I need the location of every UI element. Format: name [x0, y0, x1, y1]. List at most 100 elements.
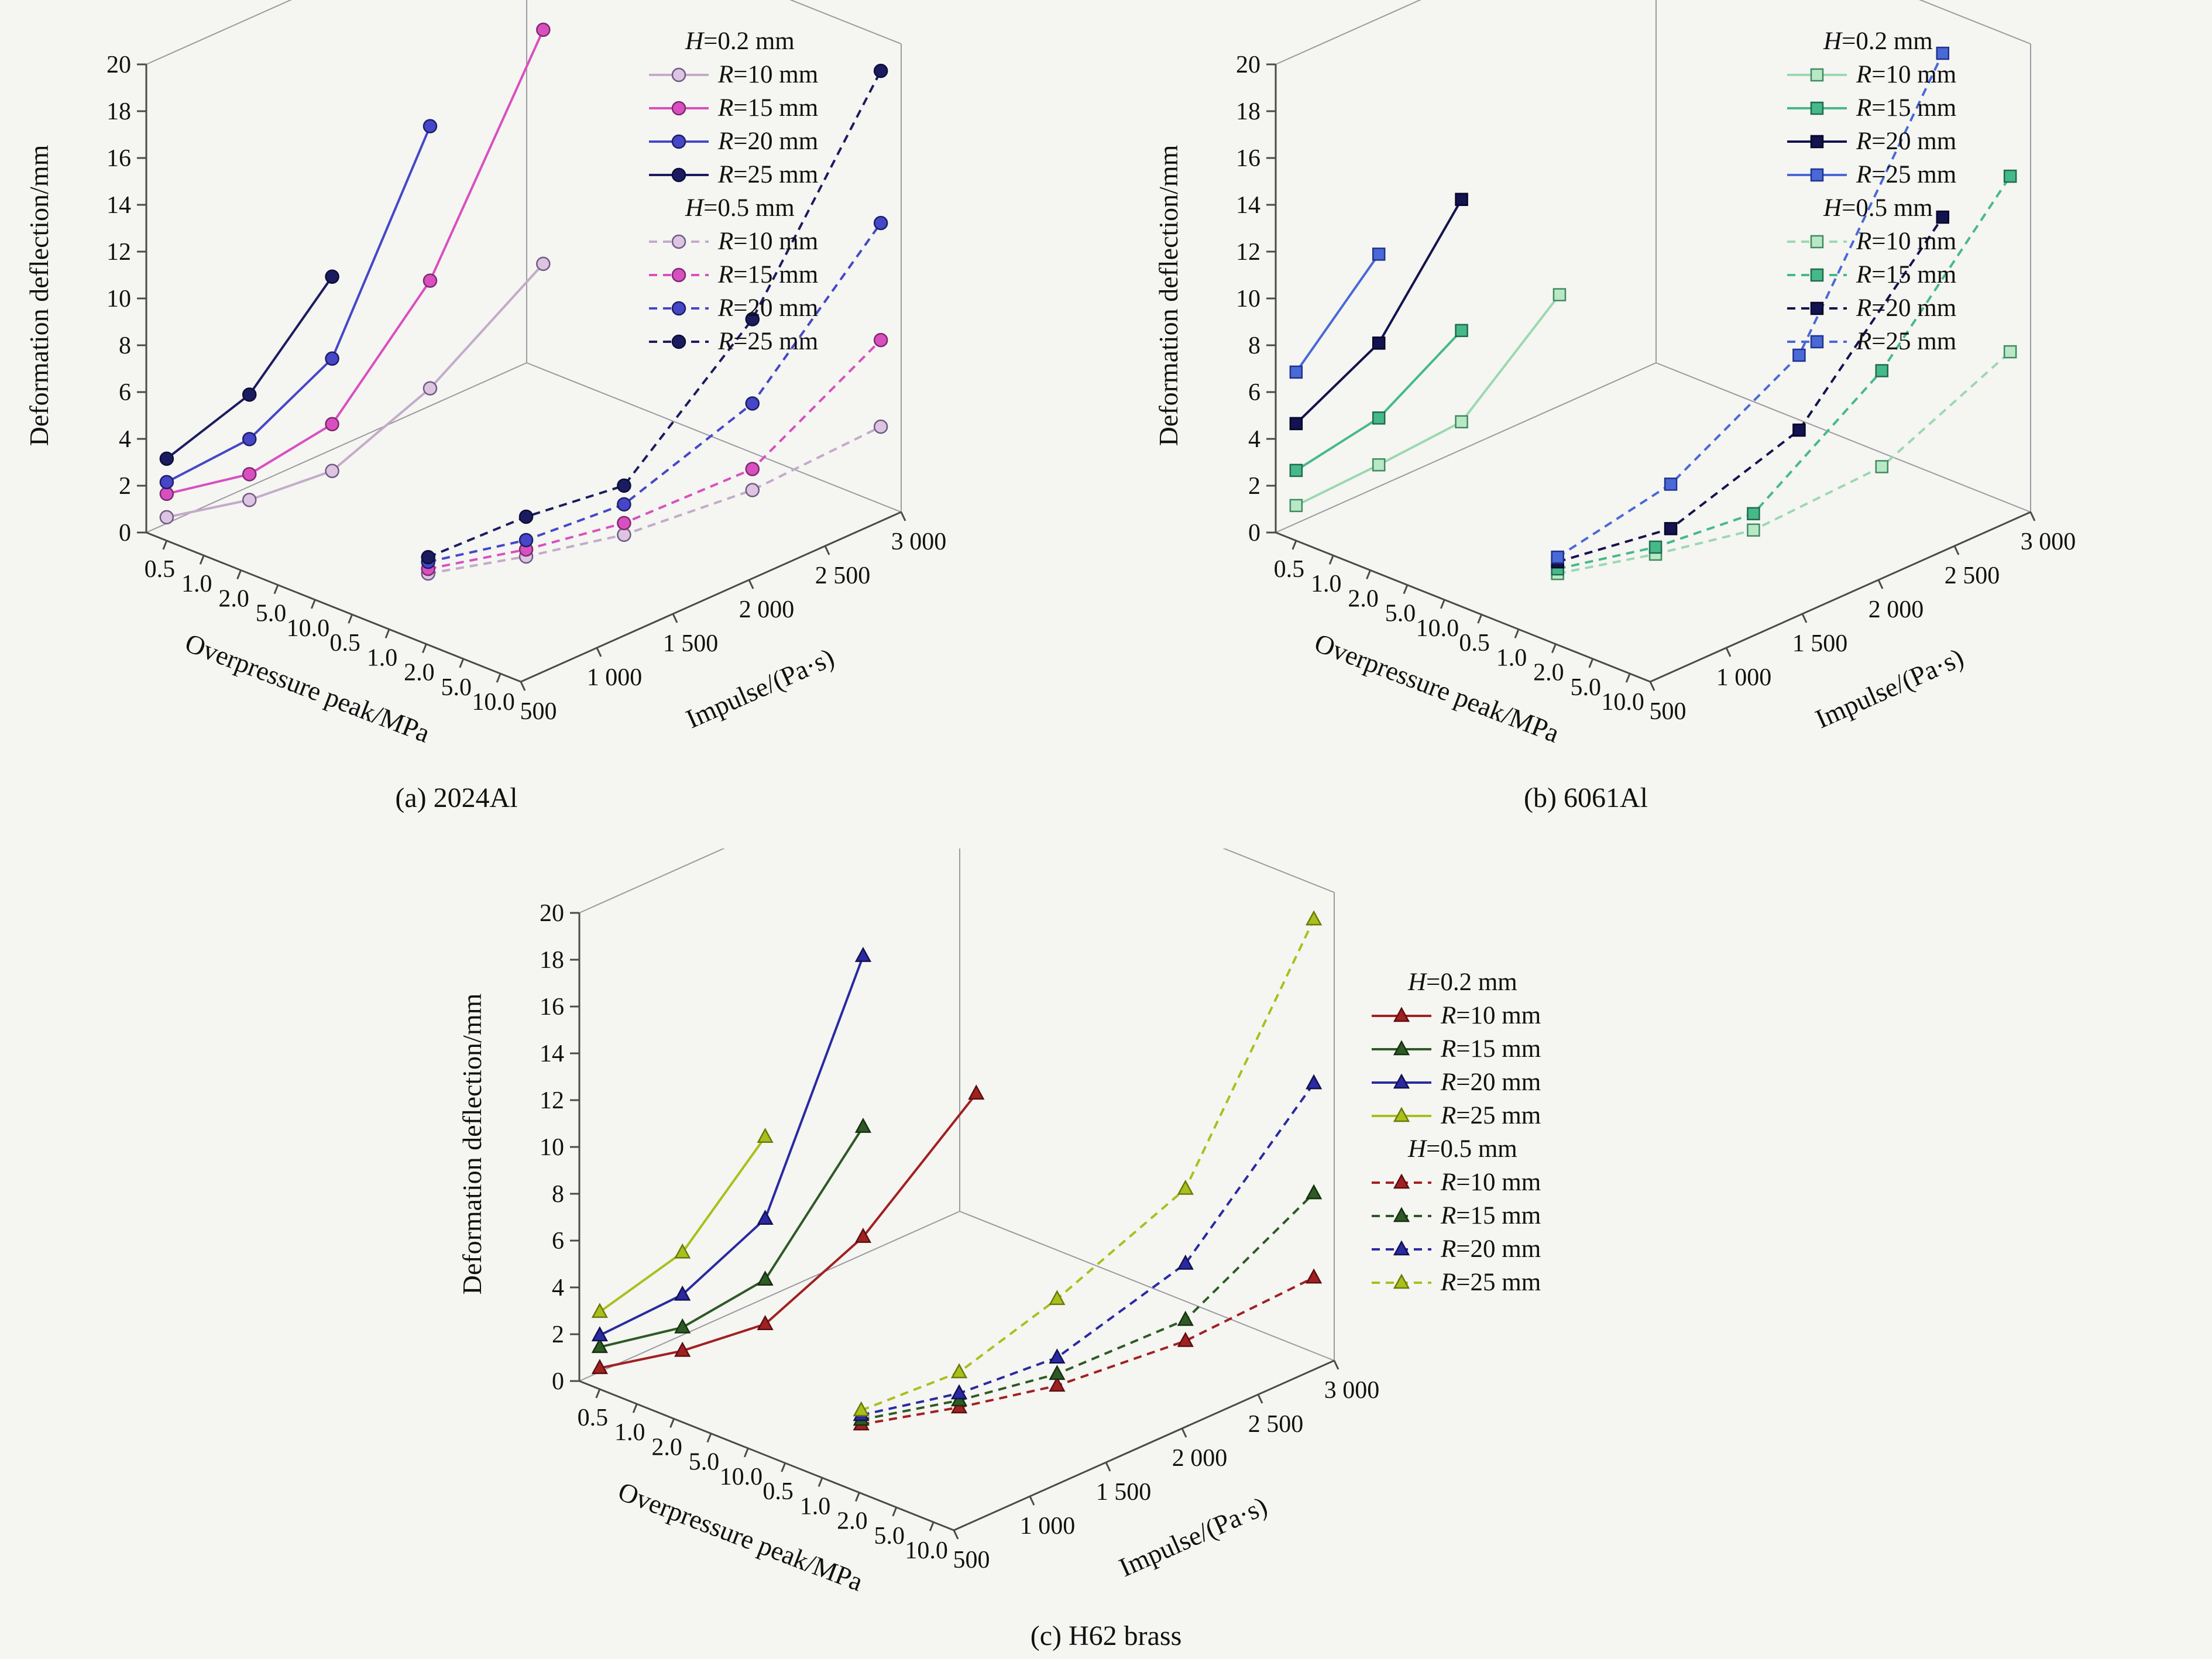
- x-tick-label: 2.0: [651, 1434, 682, 1461]
- series-line: [861, 1192, 1315, 1421]
- legend-item-symbol: R: [1441, 1069, 1457, 1096]
- y-tick-label: 2 500: [1945, 562, 2000, 589]
- data-point-marker: [1306, 1184, 1323, 1200]
- legend-item-text: =15 mm: [1456, 1035, 1541, 1063]
- legend-group-header: H =0.2 mm: [647, 25, 818, 58]
- x-tick-label: 10.0: [905, 1537, 948, 1564]
- data-point-marker: [1289, 417, 1303, 431]
- data-point-marker: [674, 1318, 691, 1334]
- plot-canvas: 024681012141618200.51.02.05.010.00.51.02…: [1153, 0, 2076, 748]
- z-tick-label: 20: [540, 900, 564, 927]
- legend-item-symbol: R: [718, 128, 734, 155]
- legend-item-text: =15 mm: [733, 261, 819, 288]
- data-point-marker: [671, 267, 686, 282]
- legend-header-text: =0.5 mm: [703, 194, 795, 222]
- legend-line-marker-icon: [1372, 1107, 1431, 1122]
- data-point-marker: [1875, 460, 1889, 473]
- x-tick-label: 5.0: [1385, 600, 1416, 627]
- z-tick-label: 18: [107, 98, 131, 125]
- chart-c-h62-brass: 0 2 4 6 8 10 12 14 16 18 20 0.5 1.0 2.0 5.0 10.0 0.5 1.0 2…: [433, 849, 1662, 1627]
- legend-line-marker-icon: [1787, 235, 1847, 248]
- legend-item: R =15 mm: [1785, 91, 1956, 125]
- z-tick-label: 8: [552, 1181, 564, 1208]
- data-point-marker: [873, 419, 888, 434]
- legend-group-header: H =0.5 mm: [1785, 191, 1956, 225]
- data-point-marker: [671, 101, 686, 115]
- plot-canvas: 024681012141618200.51.02.05.010.00.51.02…: [457, 849, 1379, 1597]
- legend: H =0.2 mm R =10 mm R =15 mm R =20 mm R =25 mm H =0.…: [1785, 25, 1956, 358]
- legend-item-symbol: R: [718, 228, 734, 255]
- legend-item: R =25 mm: [1785, 158, 1956, 191]
- series-line: [1557, 53, 1944, 558]
- data-point-marker: [873, 332, 888, 348]
- x-tick-label: 1.0: [1496, 644, 1527, 671]
- data-point-marker: [1289, 499, 1303, 513]
- chart-caption-c: (c) H62 brass: [1030, 1620, 1182, 1651]
- legend-item-text: =15 mm: [1871, 94, 1957, 122]
- legend-item-symbol: R: [1441, 1002, 1457, 1029]
- y-tick-label: 2 000: [739, 596, 795, 623]
- legend-line-marker-icon: [1787, 101, 1847, 115]
- chart-caption-a: (a) 2024Al: [395, 782, 518, 813]
- data-point-marker: [1049, 1348, 1066, 1364]
- y-tick-label: 1 500: [663, 630, 719, 657]
- legend-item-text: =25 mm: [1456, 1269, 1541, 1296]
- series-line: [1557, 351, 2011, 575]
- legend-item-symbol: R: [1441, 1035, 1457, 1063]
- legend-item-symbol: R: [1856, 261, 1872, 288]
- z-tick-label: 12: [107, 239, 131, 266]
- data-point-marker: [1792, 348, 1806, 362]
- legend-line-marker-icon: [649, 334, 709, 349]
- y-tick-label: 1 500: [1792, 630, 1848, 657]
- x-tick-label: 5.0: [1571, 674, 1602, 701]
- data-point-marker: [873, 63, 888, 78]
- data-point-marker: [1936, 46, 1950, 60]
- z-tick-label: 8: [1248, 332, 1260, 359]
- legend-line-marker-icon: [1372, 1273, 1431, 1289]
- data-point-marker: [1049, 1290, 1066, 1306]
- legend-item-symbol: R: [1856, 128, 1872, 155]
- data-point-marker: [1552, 288, 1567, 301]
- legend-item-symbol: R: [1856, 228, 1872, 255]
- data-point-marker: [1393, 1273, 1410, 1289]
- data-point-marker: [1747, 523, 1760, 537]
- data-point-marker: [1455, 415, 1468, 429]
- data-point-marker: [159, 451, 174, 466]
- x-tick-label: 2.0: [218, 585, 249, 612]
- legend-header-symbol: H: [1408, 968, 1427, 996]
- z-tick-label: 8: [119, 332, 131, 359]
- legend-header-symbol: H: [1823, 28, 1842, 55]
- series-dashed-h-0-5-mm-r-15-mm: [421, 332, 888, 576]
- data-point-marker: [950, 1384, 968, 1400]
- data-point-marker: [757, 1210, 774, 1225]
- x-tick-label: 1.0: [181, 571, 212, 597]
- data-point-marker: [1810, 168, 1824, 181]
- data-point-marker: [671, 134, 686, 149]
- data-point-marker: [745, 396, 760, 411]
- series-line: [428, 339, 882, 571]
- data-point-marker: [1875, 364, 1889, 377]
- series-solid-h-0-2-mm-r-25-mm: [159, 269, 339, 466]
- legend-line-marker-icon: [649, 267, 709, 282]
- series-solid-h-0-2-mm-r-20-mm: [1289, 193, 1468, 431]
- axes-box: [578, 849, 1335, 1531]
- series-solid-h-0-2-mm-r-15-mm: [1289, 324, 1468, 478]
- data-point-marker: [1393, 1240, 1410, 1255]
- legend-line-marker-icon: [1787, 268, 1847, 281]
- series-solid-h-0-2-mm-r-15-mm: [159, 22, 551, 502]
- legend-item: R =20 mm: [647, 125, 818, 158]
- z-tick-label: 16: [107, 145, 131, 172]
- x-tick-label: 10.0: [1601, 689, 1644, 716]
- series-line: [599, 1126, 864, 1348]
- legend-item-text: =15 mm: [733, 94, 819, 122]
- data-point-marker: [1372, 336, 1386, 350]
- z-axis-title: Deformation deflection/mm: [24, 145, 54, 446]
- data-point-marker: [1648, 540, 1663, 554]
- data-point-marker: [671, 67, 686, 82]
- legend-item-symbol: R: [718, 328, 734, 355]
- y-tick-label: 2 500: [1248, 1411, 1304, 1438]
- series-line: [166, 29, 545, 495]
- data-point-marker: [674, 1341, 691, 1357]
- data-point-marker: [1372, 411, 1386, 425]
- data-point-marker: [242, 467, 257, 482]
